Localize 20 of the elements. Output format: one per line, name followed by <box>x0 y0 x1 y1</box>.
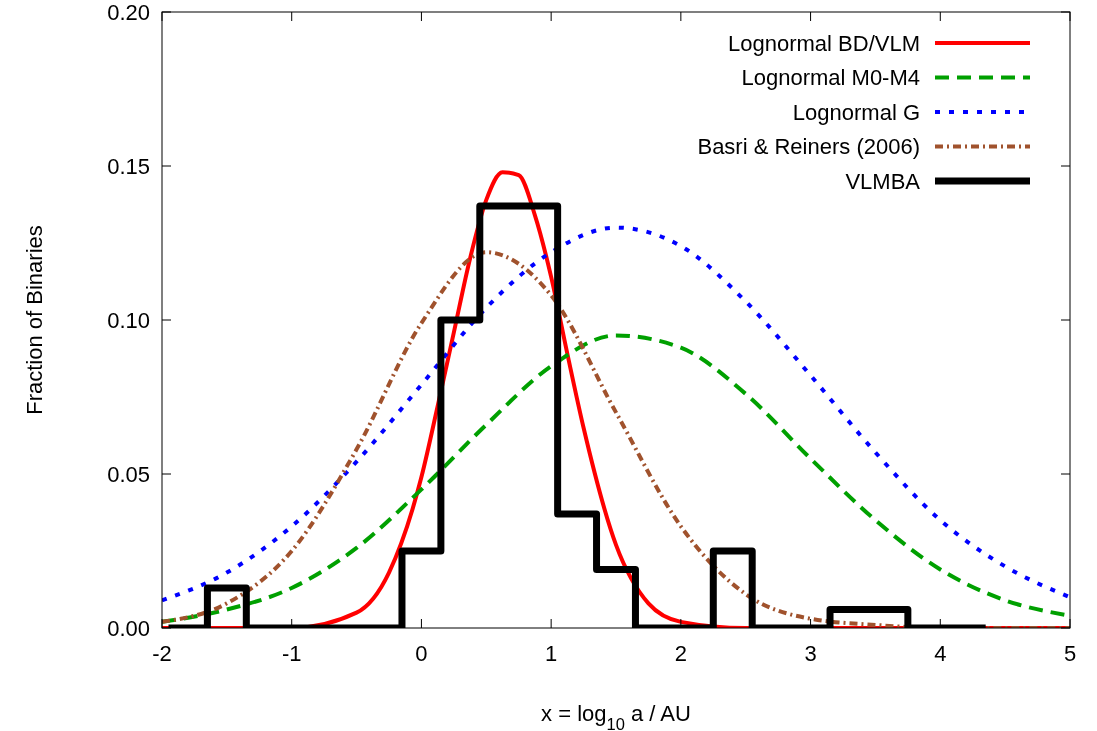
x-tick-label: 4 <box>934 641 947 666</box>
y-tick-label: 0.05 <box>107 461 150 487</box>
x-axis-title: x = log$_{10}$ a / AU <box>541 701 691 731</box>
legend-label: Basri & Reiners (2006) <box>697 134 920 160</box>
legend-label: VLMBA <box>845 168 921 194</box>
x-tick-label: -1 <box>281 641 302 666</box>
y-tick-label: 0.20 <box>107 0 150 25</box>
y-tick-label: 0.15 <box>107 153 150 179</box>
y-tick-label: 0.10 <box>107 307 150 333</box>
x-tick-label: -2 <box>152 641 172 666</box>
x-tick-label: 3 <box>804 641 817 666</box>
x-tick-label: 1 <box>545 641 558 666</box>
x-tick-label: 5 <box>1063 641 1077 666</box>
y-axis-title: Fraction of Binaries <box>22 225 47 415</box>
legend-label: Lognormal BD/VLM <box>728 30 920 56</box>
legend-label: Lognormal G <box>792 99 920 125</box>
x-tick-label: 2 <box>674 641 687 666</box>
x-tick-label: 0 <box>415 641 428 666</box>
legend-label: Lognormal M0-M4 <box>741 65 920 91</box>
y-tick-label: 0.00 <box>107 615 150 641</box>
